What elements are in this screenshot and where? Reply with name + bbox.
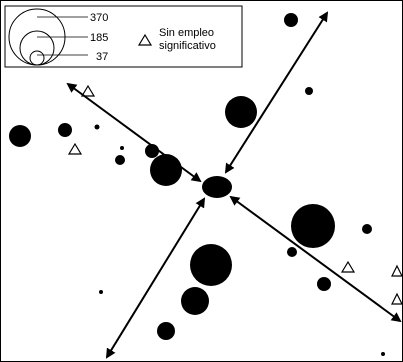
triangle-marker <box>340 260 356 273</box>
circle-symbol <box>9 125 31 147</box>
circle-symbol <box>287 247 297 257</box>
circle-symbol <box>317 277 331 291</box>
legend: 370 185 37 Sin empleo significativo <box>4 5 243 68</box>
circle-symbol <box>284 13 298 27</box>
triangle-marker <box>391 292 403 305</box>
circle-symbol <box>58 123 72 137</box>
circle-symbol <box>225 96 257 128</box>
flow-arrow-southwest <box>105 197 206 359</box>
circle-symbol <box>120 146 124 150</box>
triangle-marker <box>391 264 403 277</box>
legend-marker-label-line1: Sin empleo <box>159 27 214 39</box>
circle-symbol <box>381 352 385 356</box>
legend-box <box>4 5 243 68</box>
legend-circle-37 <box>29 50 45 66</box>
central-node <box>202 176 232 198</box>
circle-symbol <box>291 204 335 248</box>
flow-arrow-southeast <box>229 195 402 323</box>
legend-label-370: 370 <box>90 12 108 24</box>
circle-symbol <box>305 87 313 95</box>
legend-label-37: 37 <box>96 51 108 63</box>
circle-symbol <box>99 290 103 294</box>
legend-label-185: 185 <box>90 32 108 44</box>
legend-marker-label-line2: significativo <box>159 40 216 52</box>
circle-symbol <box>181 287 209 315</box>
flow-arrow-northwest <box>66 82 202 183</box>
triangle-marker <box>67 142 83 155</box>
circle-symbol <box>115 155 125 165</box>
circle-symbol <box>190 244 232 286</box>
circle-symbol <box>94 124 100 130</box>
flow-arrow-northeast <box>224 11 329 174</box>
circle-symbol <box>150 154 182 186</box>
circle-symbol <box>362 224 372 234</box>
flow-arrows <box>66 11 402 359</box>
circle-symbol <box>157 322 175 340</box>
legend-triangle-icon <box>137 33 153 46</box>
